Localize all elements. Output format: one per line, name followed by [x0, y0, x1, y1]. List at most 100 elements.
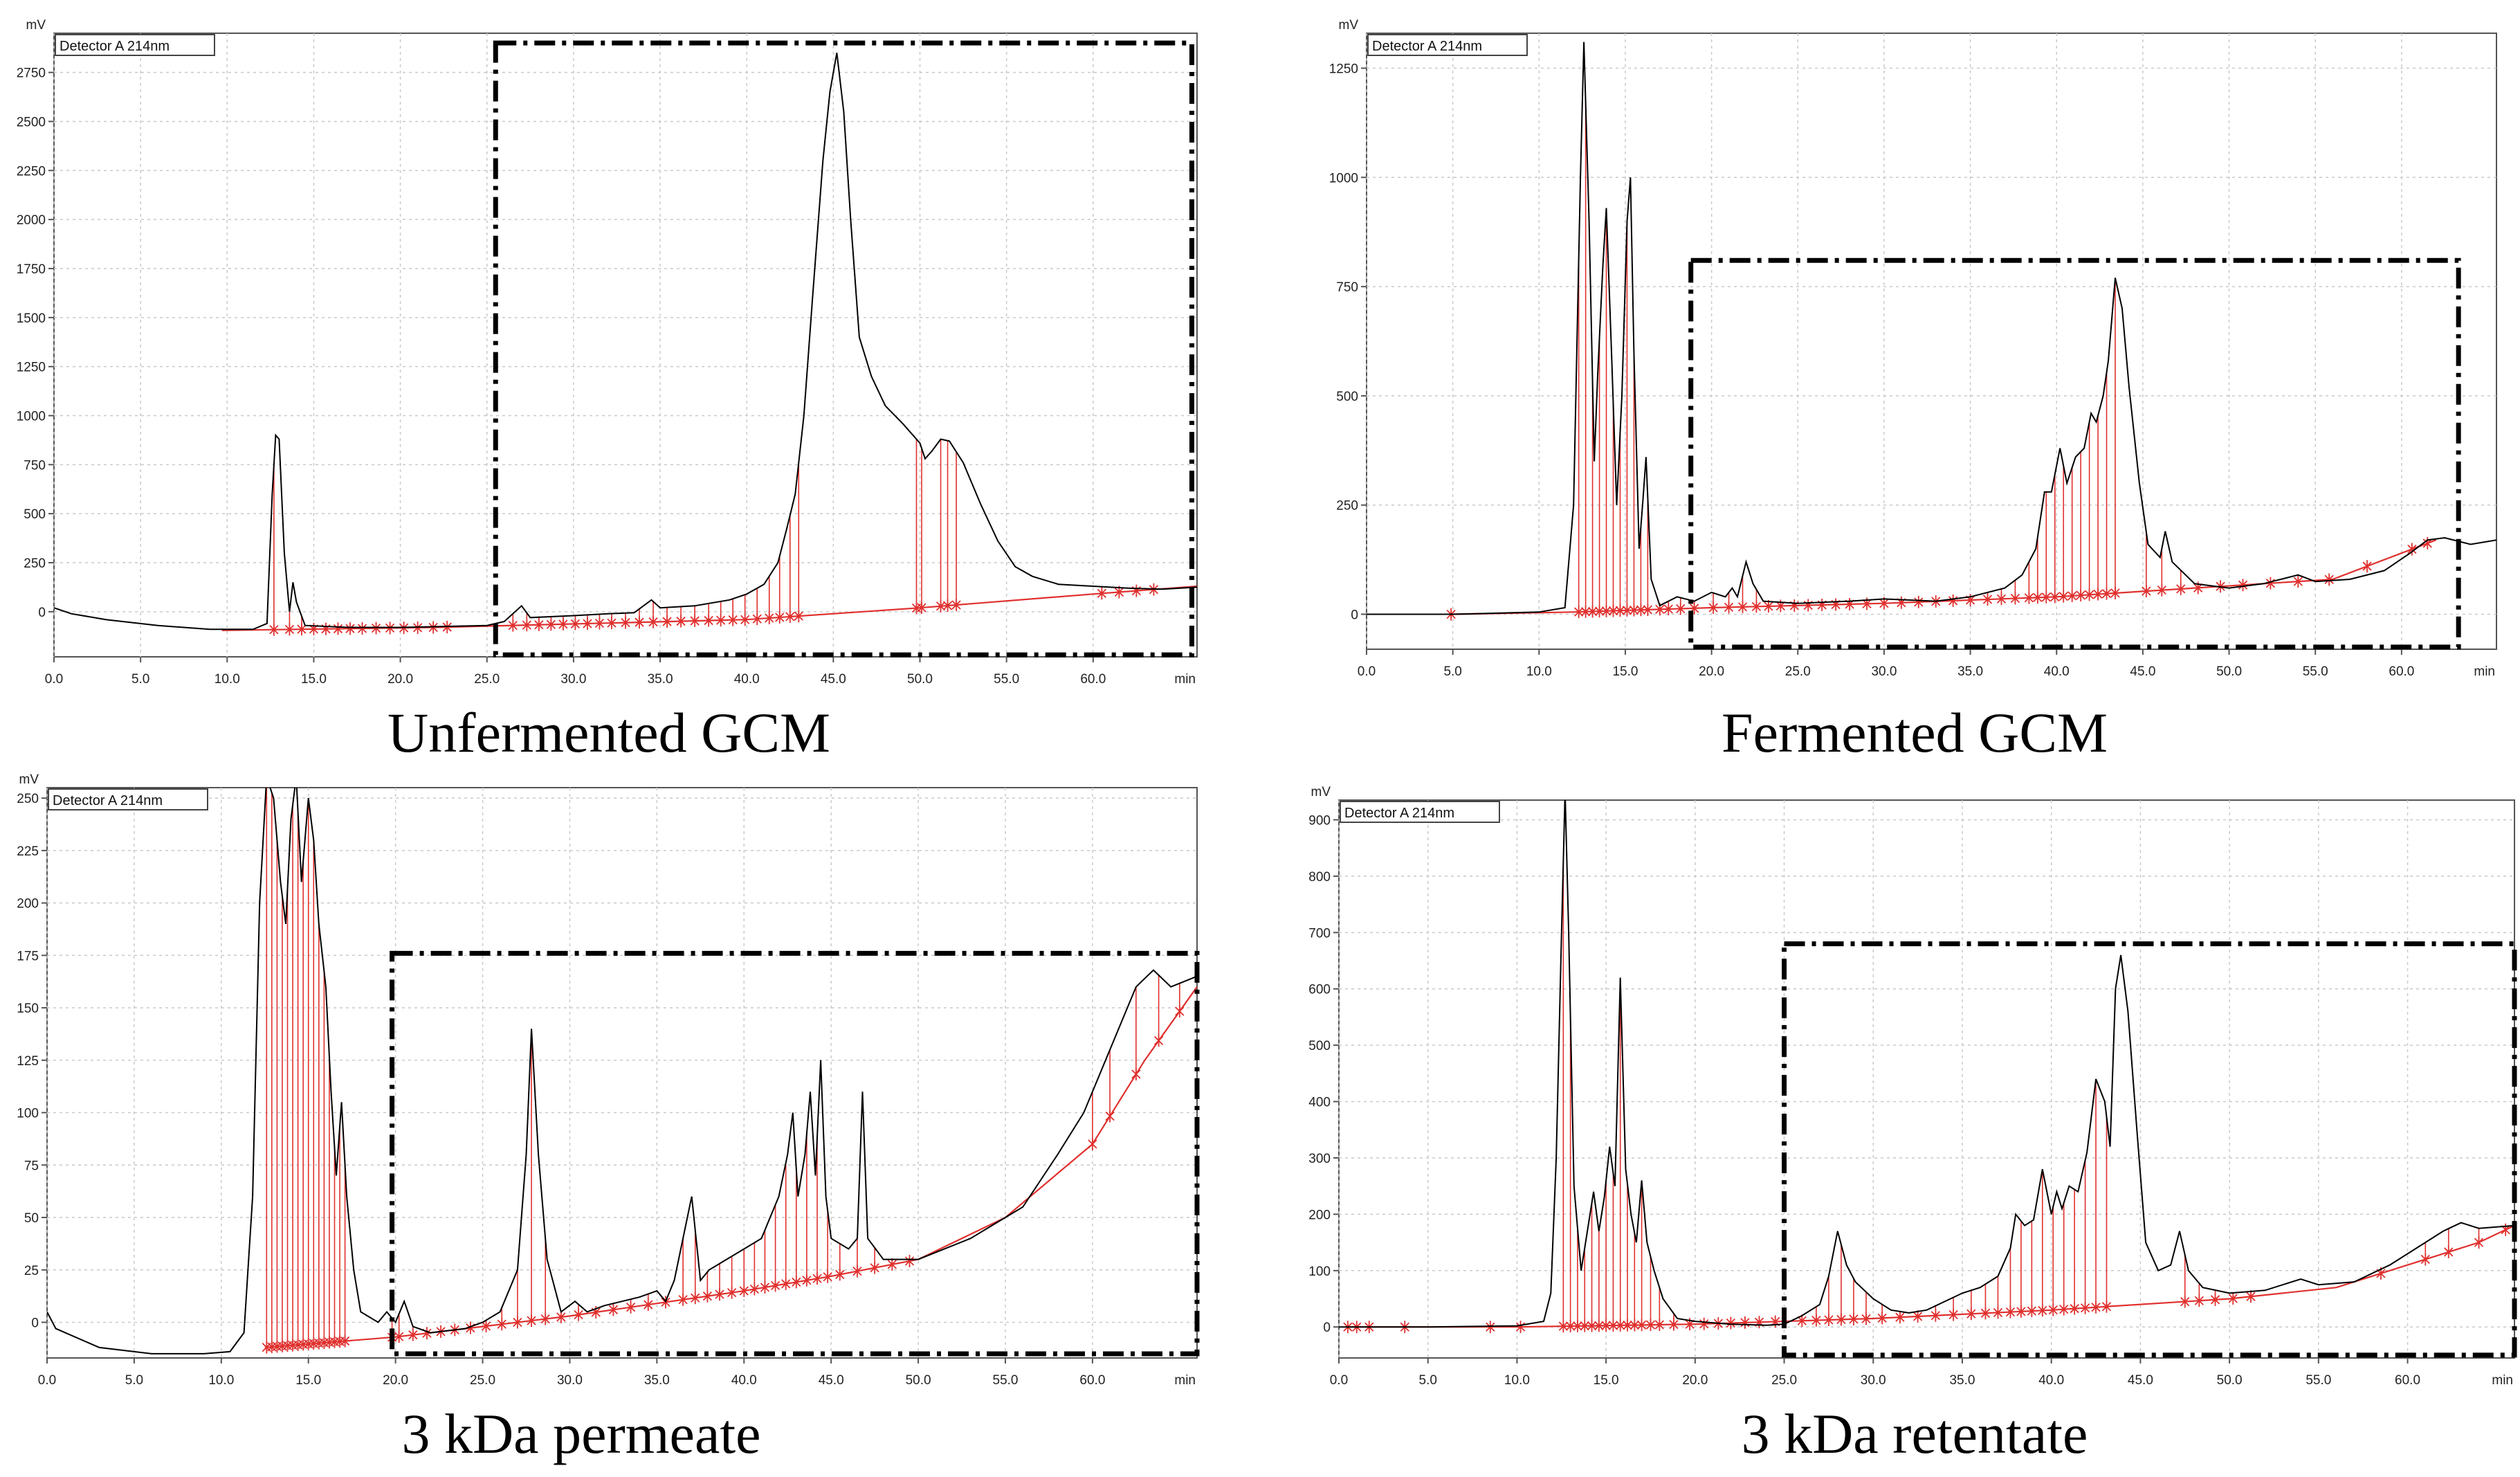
x-tick-label: 25.0	[470, 1373, 495, 1388]
integration	[221, 439, 1198, 636]
peak-marker	[2293, 575, 2303, 588]
peak-marker	[508, 619, 518, 632]
x-tick-label: 45.0	[2130, 664, 2155, 679]
y-tick-label: 0	[31, 1316, 39, 1331]
x-tick-label: 10.0	[1526, 664, 1552, 679]
y-tick-label: 500	[1336, 390, 1358, 404]
y-tick-label: 200	[1308, 1208, 1331, 1222]
y-tick-label: 175	[17, 949, 39, 963]
x-tick-label: 20.0	[383, 1373, 408, 1388]
chart-3kda-permeate-plot: 0.0 5.0 10.0 15.0 20.0 25.0 30.0 35.0 40.0 45.0 50…	[17, 772, 1200, 1388]
peak-marker	[1587, 1319, 1597, 1332]
detector-legend: Detector A 214nm	[1367, 34, 1528, 56]
peak-marker	[2246, 1290, 2256, 1303]
peak-marker	[1914, 595, 1924, 608]
x-tick-label: 35.0	[644, 1373, 670, 1388]
y-tick-label: 1500	[17, 311, 46, 326]
peak-marker	[2041, 590, 2051, 604]
peak-marker	[2038, 1304, 2047, 1317]
peak-marker	[340, 1334, 350, 1348]
peak-marker	[513, 1316, 522, 1329]
peak-marker	[1836, 1313, 1846, 1326]
peak-marker	[643, 1298, 653, 1312]
detector-legend-box	[55, 34, 215, 56]
detector-legend: Detector A 214nm	[1340, 801, 1500, 823]
peak-marker	[2142, 585, 2151, 598]
y-tick-label: 0	[38, 606, 46, 620]
y-tick-label: 250	[24, 556, 46, 571]
peak-marker	[2024, 591, 2034, 604]
peak-marker	[749, 1283, 760, 1296]
peak-marker	[546, 618, 556, 631]
plot-frame	[1338, 799, 2515, 1359]
peak-marker	[662, 615, 672, 628]
y-tick-label: 500	[1308, 1039, 1331, 1053]
peak-marker	[2228, 1292, 2238, 1305]
peak-marker	[775, 610, 785, 624]
peak-marker	[792, 1276, 801, 1289]
peak-marker	[760, 1280, 770, 1294]
peak-marker	[2422, 536, 2432, 550]
peak-marker	[1622, 604, 1632, 617]
peak-marker	[1877, 1312, 1887, 1325]
chart-fermented-gcm: 0.0 5.0 10.0 15.0 20.0 25.0 30.0 35.0 40.0 45.0 50…	[0, 0, 2520, 699]
detector-legend: Detector A 214nm	[55, 34, 215, 56]
chromatogram-trace	[54, 53, 1197, 631]
peak-marker	[2407, 543, 2417, 556]
peak-marker	[765, 611, 774, 624]
peak-marker	[1948, 1308, 1958, 1321]
peak-marker	[428, 621, 438, 634]
peak-marker	[522, 619, 531, 632]
peak-marker	[1966, 1307, 1976, 1321]
y-tick-label: 500	[24, 507, 46, 522]
x-tick-label: 45.0	[819, 1373, 844, 1388]
x-tick-label: 50.0	[2216, 664, 2242, 679]
peak-marker	[540, 1312, 550, 1325]
peak-marker	[2091, 1301, 2101, 1314]
detector-legend-box	[1367, 34, 1528, 56]
peak-marker	[2059, 1303, 2069, 1316]
peak-marker	[794, 610, 803, 623]
x-tick-label: 60.0	[1080, 672, 1106, 687]
y-tick-label: 300	[1308, 1152, 1331, 1166]
peak-marker	[870, 1261, 879, 1274]
y-tick-label: 1000	[1329, 171, 1358, 185]
peak-marker	[1980, 1307, 1991, 1320]
x-tick-label: 10.0	[214, 672, 240, 687]
peak-marker	[1824, 1314, 1834, 1327]
peak-marker	[690, 615, 700, 628]
y-tick-label: 0	[1351, 608, 1358, 623]
y-tick-label: 50	[24, 1211, 39, 1226]
peak-marker	[2016, 1305, 2026, 1318]
x-tick-label: 5.0	[131, 672, 149, 687]
peak-marker	[2101, 587, 2112, 600]
peak-marker	[1566, 1320, 1576, 1332]
peak-marker	[497, 1318, 506, 1331]
integration	[1446, 101, 2437, 621]
peak-marker	[2110, 586, 2120, 599]
peak-marker	[2444, 1245, 2454, 1258]
y-tick-label: 750	[24, 458, 46, 473]
x-tick-label: 25.0	[1785, 664, 1811, 679]
peak-marker	[2362, 560, 2372, 573]
peak-marker	[2010, 592, 2020, 605]
x-tick-label: 60.0	[2389, 664, 2414, 679]
peak-marker	[1645, 1319, 1656, 1332]
peak-marker	[1861, 1312, 1871, 1325]
y-tick-label: 1000	[17, 410, 46, 424]
peak-marker	[371, 622, 381, 635]
x-tick-label: 30.0	[1871, 664, 1897, 679]
x-tick-label: 20.0	[387, 672, 413, 687]
peak-marker	[727, 1286, 737, 1299]
peak-marker	[1930, 1309, 1941, 1322]
y-tick-label: 100	[17, 1107, 39, 1121]
peak-marker	[1811, 1314, 1821, 1327]
peak-marker	[626, 1301, 636, 1314]
peak-marker	[728, 613, 738, 626]
peak-marker	[1912, 1310, 1923, 1323]
peak-marker	[2474, 1236, 2484, 1249]
peak-marker	[594, 617, 605, 630]
y-unit-label: mV	[19, 772, 39, 787]
caption-fermented-gcm: Fermented GCM	[1722, 701, 2108, 764]
peak-marker	[2076, 589, 2085, 602]
